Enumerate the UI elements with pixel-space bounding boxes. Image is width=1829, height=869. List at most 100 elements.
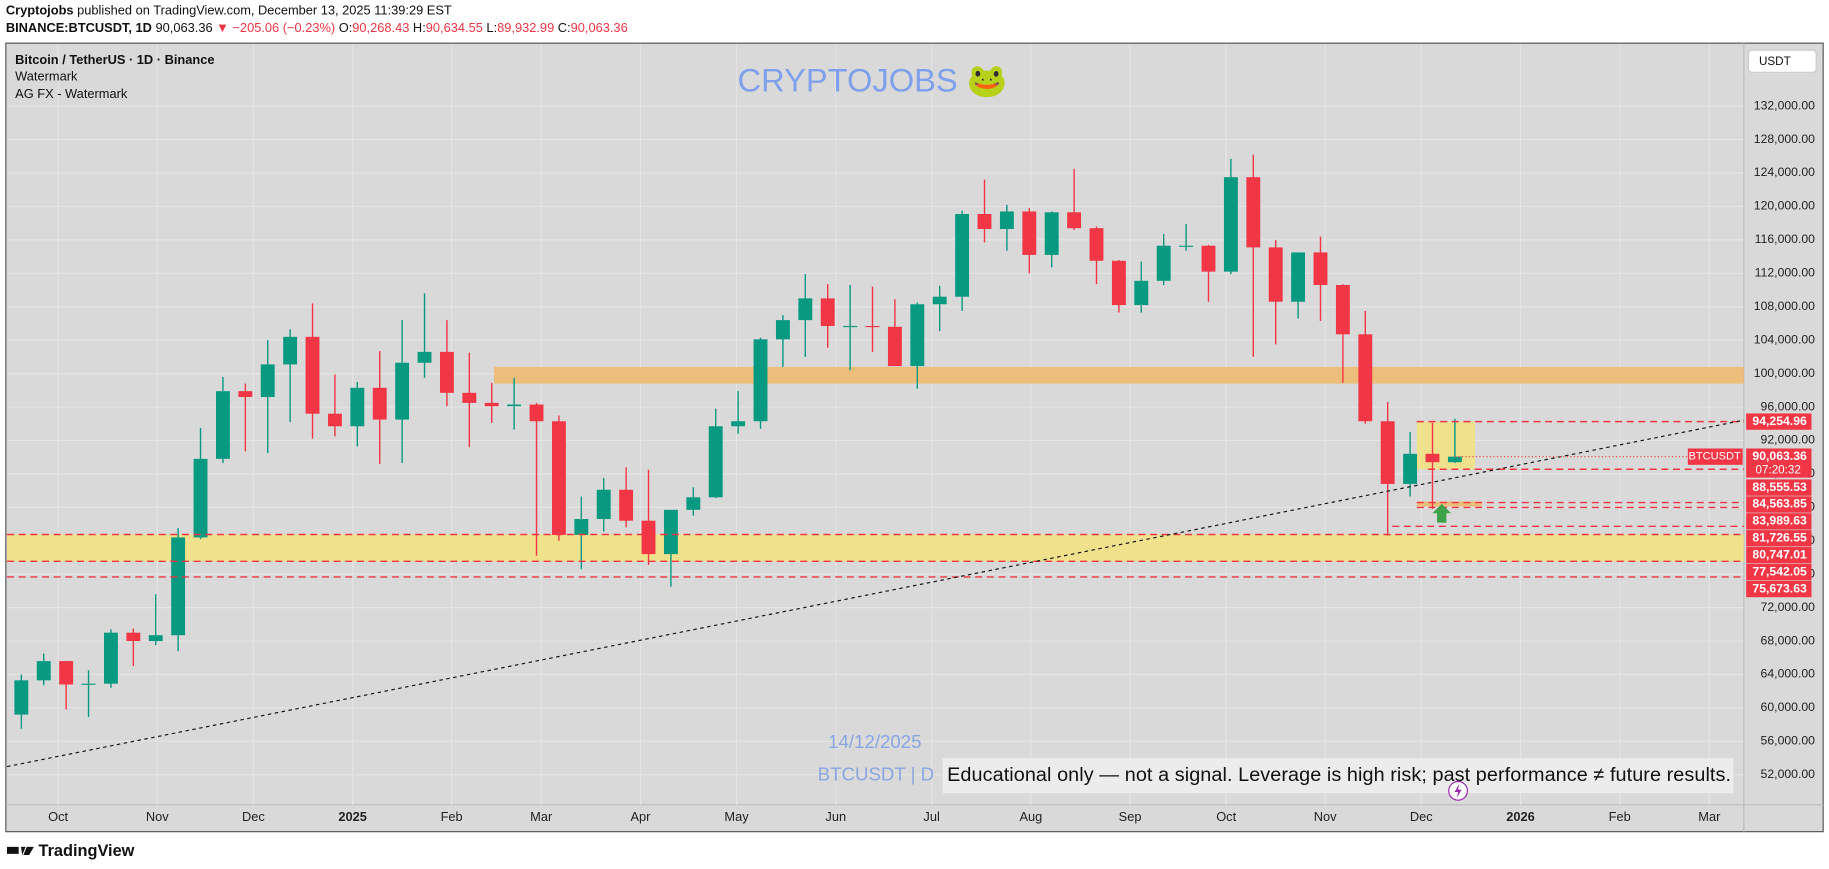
candle-body [1358, 334, 1373, 422]
candle-body [619, 489, 634, 521]
candle-body [574, 519, 589, 535]
currency-button[interactable] [1747, 49, 1817, 73]
y-tick-label: 120,000.00 [1754, 199, 1815, 213]
candle-body [663, 509, 678, 555]
currency: USDT [1759, 55, 1791, 68]
price-label: 88,555.53 [1752, 480, 1807, 494]
candle-body [708, 426, 723, 498]
y-tick-label: 56,000.00 [1761, 734, 1816, 748]
candle-body [103, 632, 118, 684]
x-tick-label: Mar [1698, 809, 1721, 824]
candle-body [955, 213, 970, 297]
symbol-tag: BTCUSDT [1689, 451, 1742, 463]
ohlc-key: O: [339, 21, 353, 36]
symbol: BINANCE:BTCUSDT, 1D [6, 21, 152, 36]
x-tick-label: Aug [1019, 809, 1042, 824]
candle-body [1179, 245, 1194, 247]
price-label-box [1746, 530, 1812, 547]
candle-body [1022, 211, 1037, 255]
x-tick-label: Nov [1314, 809, 1337, 824]
price-label-box [1746, 563, 1812, 581]
candle-body [215, 391, 230, 459]
y-tick-label: 124,000.00 [1754, 165, 1815, 179]
x-tick-label: Nov [146, 809, 169, 824]
candle-body [36, 661, 51, 681]
candle-body [686, 497, 701, 510]
date-note: 14/12/2025 [828, 731, 921, 752]
candle-body [148, 635, 163, 642]
candle-body [1335, 285, 1350, 335]
candle-body [977, 213, 992, 230]
ohlc-value: 89,932.99 [497, 21, 554, 36]
price-label-box [1746, 547, 1812, 564]
candle-body [1067, 212, 1082, 229]
candle-body [1313, 252, 1328, 286]
alert-bolt [1454, 783, 1462, 798]
x-tick-label: May [724, 809, 749, 824]
candle-body [1223, 177, 1238, 272]
price-label-box [1746, 448, 1812, 465]
candle-body [1201, 245, 1216, 272]
candle-body [1425, 453, 1440, 463]
y-tick-label: 112,000.00 [1755, 266, 1816, 280]
price-label-box [1746, 413, 1812, 430]
candle-body [193, 458, 208, 538]
candle-body [731, 421, 746, 427]
price-label: 80,747.01 [1752, 547, 1807, 561]
candle-body [529, 404, 544, 422]
x-tick-label: Oct [1216, 809, 1236, 824]
zone [1416, 501, 1482, 507]
y-tick-label: 64,000.00 [1761, 667, 1816, 681]
change: ▼ −205.06 (−0.23%) [216, 21, 335, 36]
x-tick-label: Apr [630, 809, 651, 824]
candle-body [484, 402, 499, 407]
trend-line [6, 419, 1744, 768]
candle-body [1044, 212, 1059, 255]
candle-body [327, 413, 342, 427]
x-tick-label: 2025 [338, 809, 367, 824]
x-tick-label: 2026 [1506, 809, 1535, 824]
x-tick-label: Oct [48, 809, 68, 824]
y-tick-label: 60,000.00 [1761, 700, 1816, 714]
ohlc-value: 90,268.43 [352, 21, 409, 36]
candle-body [1268, 247, 1283, 302]
candle-body [283, 336, 298, 365]
candle-body [775, 320, 790, 340]
candle-body [1380, 421, 1395, 484]
y-tick-label: 108,000.00 [1754, 299, 1815, 313]
candle-body [462, 392, 477, 403]
candle-body [350, 387, 365, 427]
candle-body [81, 683, 96, 685]
ohlc-key: L: [486, 21, 497, 36]
candle-body [1403, 453, 1418, 484]
overlays: 94,254.96 90,063.36 BTCUSDT 07:20:32 88,555.… [6, 413, 1812, 768]
y-tick-label: 96,000.00 [1761, 399, 1816, 413]
legend-item: Watermark [15, 68, 78, 83]
candle-body [641, 520, 656, 555]
published: published on TradingView.com, December 1… [74, 3, 452, 18]
price-label: 75,673.63 [1752, 581, 1807, 595]
ohlc-value: 90,063.36 [571, 21, 628, 36]
x-tick-label: Sep [1119, 809, 1142, 824]
disclaimer-box [942, 758, 1734, 794]
countdown-box [1746, 463, 1812, 478]
y-tick-label: 100,000.00 [1754, 366, 1815, 380]
candle-body [372, 387, 387, 420]
x-tick-label: Dec [1410, 809, 1433, 824]
candle-body [910, 304, 925, 367]
tv-logo [7, 846, 34, 856]
x-tick-label: Feb [1609, 809, 1631, 824]
y-tick-label: 72,000.00 [1761, 600, 1816, 614]
price-label-box [1746, 580, 1812, 598]
y-tick-label: 116,000.00 [1755, 232, 1816, 246]
y-tick-label: 104,000.00 [1754, 332, 1815, 346]
candle-body [439, 351, 454, 393]
candle-body [596, 489, 611, 520]
price-label-box [1746, 479, 1812, 496]
price: 90,063.36 [156, 21, 213, 36]
candle-body [1246, 177, 1261, 248]
ohlc-key: C: [558, 21, 571, 36]
countdown: 07:20:32 [1756, 464, 1801, 477]
